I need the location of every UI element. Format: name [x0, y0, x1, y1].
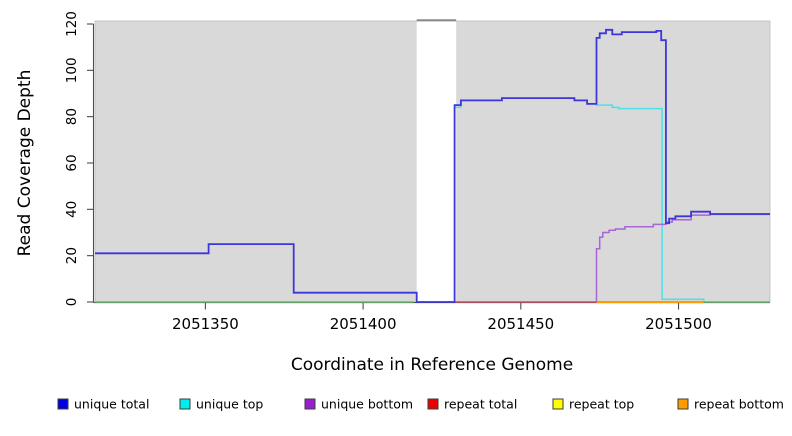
series-line-unique-bottom [595, 213, 770, 302]
y-tick-label: 20 [64, 247, 80, 264]
legend-item: unique top [179, 397, 263, 412]
x-tick-label: 2051450 [487, 315, 554, 333]
legend-swatch-icon [57, 398, 69, 410]
legend-swatch-icon [677, 398, 689, 410]
legend-swatch-icon [427, 398, 439, 410]
legend-item: unique total [57, 397, 149, 412]
x-tick-label: 2051350 [172, 315, 239, 333]
y-tick-label: 0 [64, 298, 80, 307]
y-tick-label: 80 [64, 108, 80, 125]
legend-label: repeat bottom [694, 397, 784, 412]
legend: unique total unique top unique bottom repea… [57, 397, 784, 412]
x-axis-title: Coordinate in Reference Genome [291, 355, 573, 375]
y-axis-title: Read Coverage Depth [15, 70, 35, 257]
legend-swatch-icon [552, 398, 564, 410]
legend-swatch-icon [179, 398, 191, 410]
y-tick-label: 40 [64, 201, 80, 218]
x-tick-label: 2051500 [645, 315, 712, 333]
series-lines [95, 28, 770, 303]
legend-swatch-icon [304, 398, 316, 410]
legend-item: unique bottom [304, 397, 413, 412]
no-data-gap-band [416, 21, 457, 302]
legend-item: repeat top [552, 397, 634, 412]
legend-label: repeat total [444, 397, 517, 412]
x-tick-label: 2051400 [330, 315, 397, 333]
legend-item: repeat bottom [677, 397, 784, 412]
series-line-unique-total [95, 28, 770, 303]
legend-label: unique total [74, 397, 149, 412]
y-tick-label: 120 [64, 11, 80, 37]
legend-label: repeat top [569, 397, 634, 412]
legend-item: repeat total [427, 397, 517, 412]
y-tick-label: 100 [64, 57, 80, 83]
legend-label: unique top [196, 397, 263, 412]
legend-label: unique bottom [321, 397, 413, 412]
y-tick-label: 60 [64, 154, 80, 171]
plot-area [94, 19, 771, 303]
